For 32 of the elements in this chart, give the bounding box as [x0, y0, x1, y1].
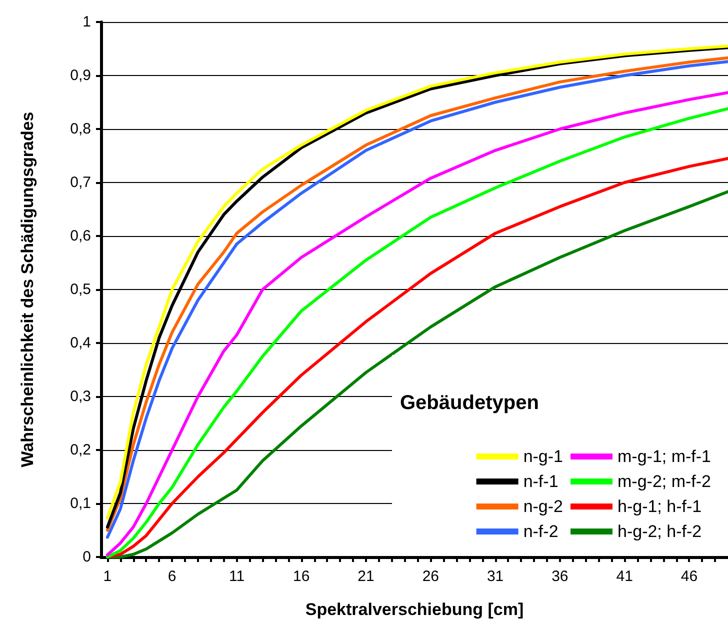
- legend-title: Gebäudetypen: [400, 392, 539, 414]
- x-tick-label: 41: [616, 568, 633, 585]
- x-tick-label: 11: [228, 568, 245, 585]
- x-tick-label: 16: [293, 568, 310, 585]
- y-tick-label: 0,1: [70, 495, 91, 512]
- x-tick-label: 6: [168, 568, 176, 585]
- y-tick-label: 0,6: [70, 228, 91, 244]
- legend-label: n-g-1: [523, 447, 563, 466]
- legend-label: h-g-2; h-f-2: [618, 522, 702, 541]
- y-tick-label: 0,8: [70, 120, 91, 138]
- y-tick-label: 1: [82, 14, 91, 30]
- legend-label: n-f-1: [523, 472, 558, 491]
- y-axis-title: Wahrscheinlichkeit des Schädigungsgrades: [18, 112, 37, 468]
- legend-label: m-g-1; m-f-1: [618, 447, 711, 466]
- y-tick-label: 0,4: [70, 334, 91, 352]
- x-tick-label: 26: [422, 568, 440, 585]
- x-tick-label: 21: [358, 568, 374, 585]
- legend-label: m-g-2; m-f-2: [618, 472, 711, 491]
- y-tick-label: 0,2: [70, 442, 91, 458]
- y-tick-label: 0,7: [70, 174, 91, 191]
- y-tick-label: 0,5: [70, 281, 91, 298]
- x-tick-label: 46: [680, 568, 698, 585]
- legend-label: n-f-2: [523, 522, 558, 541]
- x-axis-title: Spektralverschiebung [cm]: [305, 600, 524, 619]
- x-tick-label: 36: [552, 568, 568, 585]
- legend-label: n-g-2: [523, 497, 563, 516]
- y-tick-label: 0,9: [70, 67, 91, 84]
- y-tick-label: 0,3: [70, 388, 91, 405]
- legend-label: h-g-1; h-f-1: [618, 497, 702, 516]
- x-tick-label: 1: [103, 568, 112, 585]
- x-tick-label: 31: [486, 568, 504, 585]
- y-tick-label: 0: [82, 548, 91, 566]
